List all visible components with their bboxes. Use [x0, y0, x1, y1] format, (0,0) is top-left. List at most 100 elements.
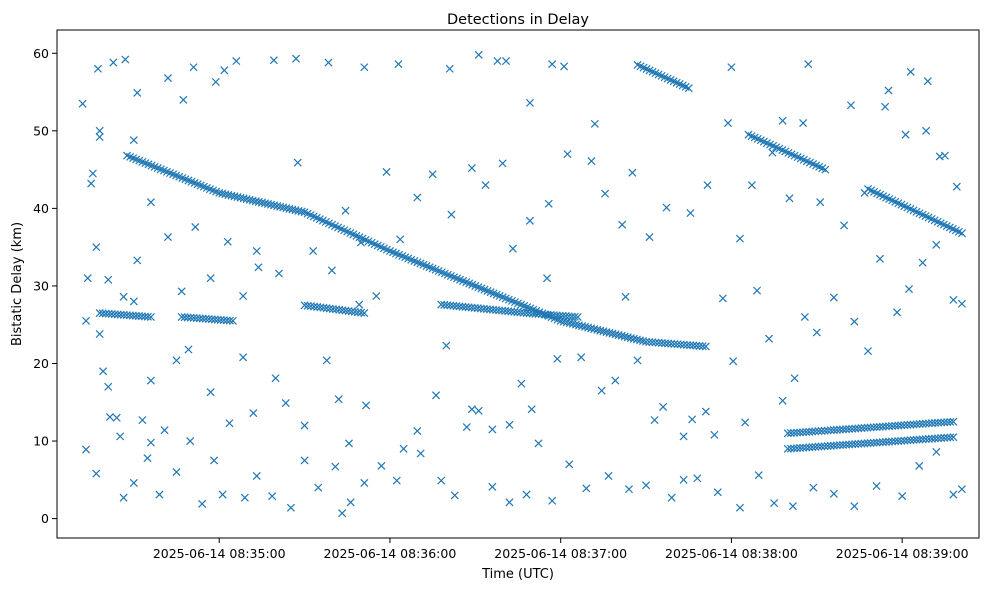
data-point	[300, 456, 309, 465]
data-point	[267, 200, 276, 209]
data-point	[254, 263, 263, 272]
y-tick-label: 10	[33, 434, 49, 449]
data-point	[581, 322, 590, 331]
data-point	[869, 438, 878, 447]
data-point	[327, 266, 336, 275]
data-point	[251, 197, 260, 206]
data-point	[146, 198, 155, 207]
x-axis-label: Time (UTC)	[481, 567, 554, 582]
data-point	[747, 181, 756, 190]
data-point	[99, 367, 108, 376]
data-point	[437, 476, 446, 485]
data-point	[602, 328, 611, 337]
data-point	[881, 422, 890, 431]
y-tick-label: 40	[33, 201, 49, 216]
data-point	[949, 295, 958, 304]
data-point	[474, 50, 483, 59]
data-point	[239, 353, 248, 362]
data-point	[432, 391, 441, 400]
data-point	[360, 63, 369, 72]
data-point	[236, 193, 245, 202]
data-point	[778, 116, 787, 125]
data-point	[814, 442, 823, 451]
data-point	[172, 356, 181, 365]
y-tick: 20	[33, 356, 57, 371]
data-point	[659, 402, 668, 411]
data-point	[891, 437, 900, 446]
data-point	[331, 462, 340, 471]
data-point	[215, 188, 224, 197]
y-axis-label: Bistatic Delay (km)	[10, 222, 25, 346]
data-point	[703, 181, 712, 190]
data-point	[792, 428, 801, 437]
data-point	[845, 440, 854, 449]
data-point	[930, 434, 940, 443]
data-point	[362, 401, 371, 410]
data-point	[522, 490, 531, 499]
data-point	[943, 418, 952, 427]
data-point	[848, 424, 857, 433]
data-point	[789, 428, 798, 437]
data-point	[851, 424, 860, 433]
data-point	[177, 287, 186, 296]
data-point	[799, 428, 808, 437]
data-point	[832, 425, 841, 434]
data-point	[614, 331, 623, 340]
data-point	[587, 157, 596, 166]
x-tick-label: 2025-06-14 08:36:00	[324, 546, 457, 561]
data-point	[399, 444, 408, 453]
data-point	[850, 317, 859, 326]
data-point	[146, 438, 155, 447]
data-point	[527, 405, 536, 414]
data-point	[179, 95, 188, 104]
data-point	[488, 425, 497, 434]
data-point	[95, 133, 104, 142]
data-point	[673, 340, 682, 349]
data-point	[314, 483, 323, 492]
data-point	[248, 196, 257, 205]
data-point	[900, 421, 909, 430]
data-point	[679, 475, 688, 484]
data-point	[146, 376, 155, 385]
data-point	[860, 439, 869, 448]
data-point	[932, 447, 941, 456]
data-point	[505, 498, 514, 507]
data-point	[498, 159, 507, 168]
data-point	[87, 179, 96, 188]
data-point	[163, 74, 173, 83]
data-point	[821, 165, 830, 174]
data-point	[191, 222, 200, 232]
data-point	[866, 423, 875, 432]
data-point	[611, 376, 620, 385]
data-point	[832, 441, 841, 450]
data-point	[667, 493, 676, 502]
data-point	[116, 432, 125, 441]
data-point	[143, 312, 152, 321]
data-point	[872, 423, 881, 432]
data-point	[279, 203, 288, 212]
data-point	[505, 420, 514, 429]
data-point	[324, 58, 333, 67]
data-point	[565, 319, 574, 328]
data-point	[921, 419, 930, 428]
data-point	[698, 342, 707, 351]
data-point	[104, 275, 113, 284]
data-point	[269, 56, 278, 65]
y-tick-label: 60	[33, 46, 49, 61]
data-point	[891, 421, 900, 430]
data-point	[789, 444, 798, 453]
y-tick-label: 50	[33, 123, 49, 138]
y-tick: 50	[33, 123, 57, 138]
data-point	[811, 442, 820, 451]
data-point	[611, 330, 620, 339]
data-point	[829, 489, 838, 498]
data-point	[189, 63, 198, 72]
data-point	[903, 420, 912, 429]
data-point	[808, 443, 817, 452]
data-point	[693, 474, 702, 483]
data-point	[632, 335, 641, 344]
x-tick-label: 2025-06-14 08:38:00	[665, 546, 798, 561]
data-point	[670, 339, 679, 349]
data-point	[915, 461, 924, 470]
data-point	[394, 60, 403, 69]
